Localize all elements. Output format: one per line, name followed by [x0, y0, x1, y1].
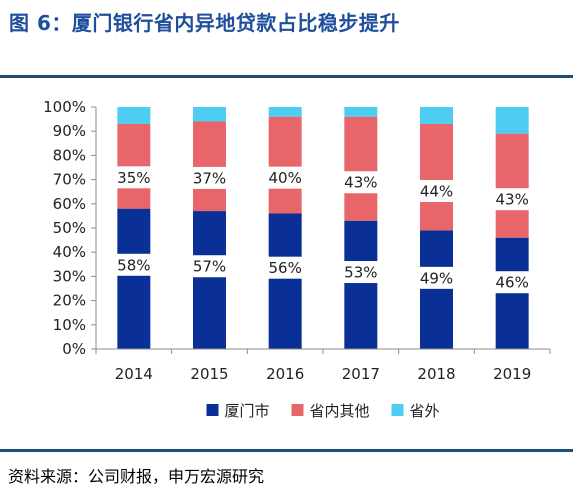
data-label-box	[111, 253, 156, 276]
bar-2015-series-2	[193, 107, 226, 122]
y-tick-label: 90%	[53, 122, 86, 140]
y-tick-label: 50%	[53, 219, 86, 237]
data-label-2019-series-1: 43%	[495, 191, 528, 209]
y-tick-label: 10%	[53, 316, 86, 334]
bar-2016-series-2	[268, 107, 302, 117]
stacked-bar-chart: 0% 10% 20% 30% 40% 50% 60% 70% 80% 90% 100% 2014 201…	[43, 98, 551, 420]
axes-group: 0% 10% 20% 30% 40% 50% 60% 70% 80% 90% 100% 2014 201…	[43, 98, 551, 383]
data-label-box	[414, 180, 459, 203]
data-label-2018-series-1: 44%	[420, 183, 453, 201]
title-rule	[0, 75, 573, 78]
x-tick-label-2016: 2016	[266, 365, 304, 383]
bar-2018-series-2	[420, 107, 453, 124]
legend-label-2: 省外	[410, 402, 440, 420]
data-label-box	[338, 171, 383, 194]
bar-2014-series-1	[117, 123, 151, 209]
y-tick-label: 40%	[53, 243, 86, 261]
bar-2016-series-1	[268, 116, 302, 214]
source-note: 资料来源：公司财报，申万宏源研究	[8, 467, 265, 486]
legend-swatch-1	[291, 404, 304, 416]
bar-2019-series-0	[495, 237, 529, 349]
legend-label-1: 省内其他	[310, 402, 370, 420]
bar-2014-series-0	[117, 208, 151, 349]
legend-label-0: 厦门市	[225, 402, 270, 420]
data-label-2016-series-0: 56%	[268, 259, 301, 277]
legend: 厦门市 省内其他 省外	[206, 402, 440, 420]
data-labels-group: 58% 57% 56% 53% 49% 46% 35% 37% 40% 43% 44% 43%	[111, 166, 535, 294]
legend-swatch-0	[206, 404, 219, 416]
y-tick-label: 0%	[62, 340, 86, 358]
y-tick-label: 30%	[53, 267, 86, 285]
y-tick-label: 80%	[53, 146, 86, 164]
y-tick-label: 100%	[43, 98, 86, 116]
bar-2015-series-1	[193, 121, 226, 212]
data-label-box	[263, 256, 308, 279]
source-rule	[0, 449, 573, 452]
data-label-box	[187, 166, 232, 189]
bar-2017-series-2	[344, 107, 378, 117]
data-label-2017-series-1: 43%	[344, 174, 377, 192]
x-tick-label-2019: 2019	[493, 365, 531, 383]
data-label-box	[263, 166, 308, 189]
x-tick-label-2015: 2015	[190, 365, 228, 383]
data-label-2018-series-0: 49%	[420, 269, 453, 287]
data-label-box	[414, 266, 459, 289]
data-label-2014-series-1: 35%	[117, 169, 150, 187]
legend-swatch-2	[391, 404, 404, 416]
bar-2018-series-1	[420, 123, 453, 231]
bar-2019-series-1	[495, 133, 529, 238]
data-label-box	[187, 255, 232, 278]
data-label-2016-series-1: 40%	[268, 169, 301, 187]
data-label-2015-series-1: 37%	[193, 169, 226, 187]
data-label-2017-series-0: 53%	[344, 264, 377, 282]
bar-2017-series-1	[344, 116, 378, 221]
bar-2015-series-0	[193, 211, 226, 349]
bar-2019-series-2	[495, 107, 529, 134]
bar-2017-series-0	[344, 220, 378, 349]
y-tick-label: 70%	[53, 171, 86, 189]
data-label-box	[490, 188, 535, 211]
data-label-2014-series-0: 58%	[117, 256, 150, 274]
figure-title: 图 6：厦门银行省内异地贷款占比稳步提升	[9, 11, 400, 35]
bars-group	[117, 107, 529, 349]
data-label-2015-series-0: 57%	[193, 258, 226, 276]
x-tick-label-2017: 2017	[342, 365, 380, 383]
bar-2016-series-0	[268, 213, 302, 349]
x-tick-label-2018: 2018	[417, 365, 455, 383]
bar-2014-series-2	[117, 107, 151, 124]
y-tick-label: 20%	[53, 292, 86, 310]
y-tick-label: 60%	[53, 195, 86, 213]
data-label-box	[111, 166, 156, 189]
bar-2018-series-0	[420, 230, 453, 349]
x-tick-label-2014: 2014	[115, 365, 153, 383]
data-label-box	[338, 261, 383, 284]
data-label-2019-series-0: 46%	[495, 274, 528, 292]
data-label-box	[490, 271, 535, 294]
